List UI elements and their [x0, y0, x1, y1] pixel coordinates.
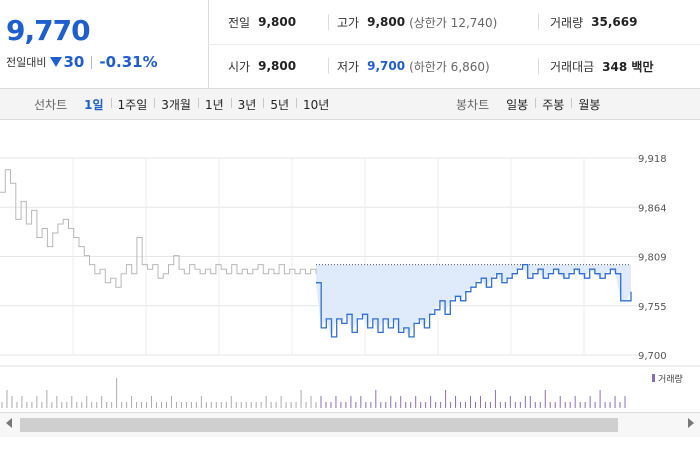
down-arrow-icon — [50, 57, 63, 67]
amount-value: 348 백만 — [602, 59, 654, 74]
divider — [91, 55, 93, 69]
divider — [328, 58, 329, 74]
divider — [538, 58, 539, 74]
upper-limit: (상한가 12,740) — [409, 15, 498, 30]
quote-info: 전일 9,800 고가 9,800 (상한가 12,740) 거래량 35,66… — [208, 0, 700, 88]
tab-3m[interactable]: 3개월 — [154, 96, 198, 113]
price-chart: 9,918 9,864 9,809 9,755 9,700 거래량 — [0, 154, 700, 408]
tab-3y[interactable]: 3년 — [230, 96, 264, 113]
volume-legend: 거래량 — [652, 373, 683, 385]
scroll-left-icon[interactable] — [6, 418, 12, 428]
low-value: 9,700 — [367, 59, 406, 73]
open-label: 시가 — [228, 59, 251, 74]
high-label: 고가 — [337, 15, 360, 30]
y-axis-ticks: 9,918 9,864 9,809 9,755 9,700 — [638, 154, 667, 362]
y-tick-label: 9,918 — [638, 154, 667, 165]
low-label: 저가 — [337, 59, 360, 74]
volume-legend-swatch — [652, 374, 655, 382]
prev-close-value: 9,800 — [258, 15, 297, 29]
low-price: 저가 9,700 (하한가 6,860) — [337, 44, 490, 88]
current-series-line — [316, 263, 632, 338]
line-chart-tabs: 선차트 1일 1주일 3개월 1년 3년 5년 10년 — [34, 89, 336, 119]
price-summary: 9,770 전일대비 30 -0.31% — [0, 0, 209, 88]
chart-series — [0, 169, 632, 338]
scroll-thumb[interactable] — [20, 418, 618, 432]
info-row-2: 시가 9,800 저가 9,700 (하한가 6,860) 거래대금 348 백… — [208, 44, 700, 88]
change-percent: -0.31% — [99, 53, 158, 71]
info-row-1: 전일 9,800 고가 9,800 (상한가 12,740) 거래량 35,66… — [208, 0, 700, 45]
volume-value: 35,669 — [591, 15, 638, 29]
previous-series-line — [0, 169, 317, 288]
prev-close-label: 전일 — [228, 15, 251, 30]
y-tick-label: 9,864 — [638, 203, 667, 214]
chart-scrollbar[interactable] — [0, 412, 700, 437]
tab-monthly[interactable]: 월봉 — [571, 96, 607, 113]
change-value: 30 — [63, 53, 85, 71]
open-value: 9,800 — [258, 59, 297, 73]
change-row: 전일대비 30 -0.31% — [6, 53, 158, 71]
lower-limit: (하한가 6,860) — [409, 59, 490, 74]
tab-5y[interactable]: 5년 — [263, 96, 296, 113]
tab-1y[interactable]: 1년 — [197, 96, 231, 113]
high-price: 고가 9,800 (상한가 12,740) — [337, 0, 497, 44]
tab-weekly[interactable]: 주봉 — [535, 96, 571, 113]
trade-amount: 거래대금 348 백만 — [550, 44, 653, 88]
amount-label: 거래대금 — [550, 59, 595, 74]
y-tick-label: 9,755 — [638, 302, 667, 313]
divider — [538, 14, 539, 30]
candle-chart-title: 봉차트 — [456, 97, 490, 112]
chart-tabs-bar: 선차트 1일 1주일 3개월 1년 3년 5년 10년 봉차트 일봉 주봉 월봉 — [0, 89, 700, 120]
change-label: 전일대비 — [6, 56, 47, 69]
tab-10y[interactable]: 10년 — [296, 96, 336, 113]
y-tick-label: 9,809 — [638, 253, 667, 264]
current-price: 9,770 — [6, 14, 91, 47]
quote-header: 9,770 전일대비 30 -0.31% 전일 9,800 고가 9,800 (… — [0, 0, 700, 89]
divider — [328, 14, 329, 30]
volume: 거래량 35,669 — [550, 0, 637, 44]
scroll-right-icon[interactable] — [688, 418, 694, 428]
tab-daily[interactable]: 일봉 — [506, 97, 529, 112]
line-chart-title: 선차트 — [34, 97, 68, 112]
high-value: 9,800 — [367, 15, 406, 29]
y-tick-label: 9,700 — [638, 351, 667, 362]
volume-label: 거래량 — [550, 15, 584, 30]
tab-1w[interactable]: 1주일 — [110, 96, 155, 113]
tab-1d[interactable]: 1일 — [84, 97, 104, 112]
prev-close: 전일 9,800 — [228, 0, 296, 44]
volume-bars — [0, 365, 700, 408]
chart-grid — [0, 157, 638, 356]
volume-legend-label: 거래량 — [658, 373, 683, 385]
candle-chart-tabs: 봉차트 일봉 주봉 월봉 — [456, 89, 607, 119]
open-price: 시가 9,800 — [228, 44, 296, 88]
